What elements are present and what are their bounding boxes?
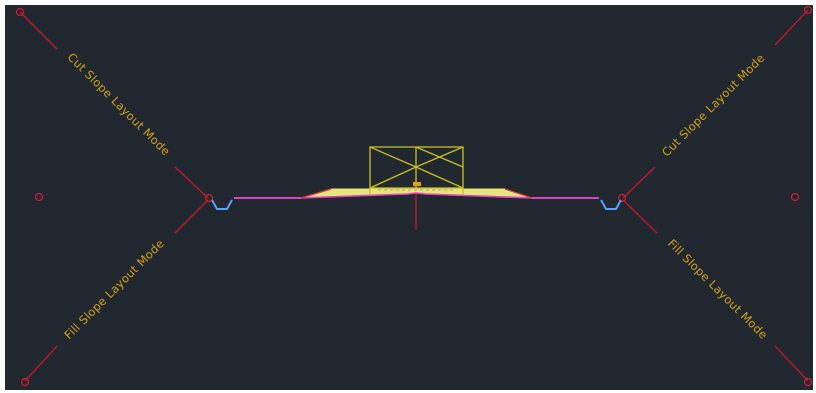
cut-slope-label-left: Cut Slope Layout Mode [65, 50, 173, 158]
median-frame [369, 146, 464, 195]
centerline-marker-icon [413, 182, 421, 186]
cross-section-drawing: Cut Slope Layout Mode Fill Slope Layout … [15, 5, 813, 387]
marker-set [15, 5, 813, 387]
cut-slope-label-right: Cut Slope Layout Mode [659, 51, 767, 159]
road-cross-section[interactable] [211, 146, 622, 210]
cut-guide-right-lower [622, 166, 656, 199]
fill-guide-left-upper [174, 199, 209, 234]
base-course-edge [300, 188, 533, 199]
fill-slope-label-right: Fill Slope Layout Mode [665, 236, 771, 342]
ditch-left [211, 199, 233, 210]
cut-guide-left-upper [19, 11, 58, 50]
ditch-right [600, 199, 622, 210]
circle-marker-icon[interactable] [790, 192, 800, 202]
grip-point-icon[interactable] [204, 193, 214, 203]
model-space-viewport[interactable]: Cut Slope Layout Mode Fill Slope Layout … [5, 5, 813, 390]
circle-marker-icon[interactable] [803, 5, 813, 15]
grip-point-icon[interactable] [617, 193, 627, 203]
cut-guide-right-upper [774, 9, 809, 46]
subgrade-line [300, 192, 533, 199]
circle-marker-icon[interactable] [20, 377, 30, 387]
fill-guide-right-lower [774, 345, 809, 382]
circle-marker-icon[interactable] [34, 192, 44, 202]
circle-marker-icon[interactable] [15, 7, 25, 17]
slope-guide-lines [19, 9, 809, 382]
fill-guide-left-lower [24, 345, 58, 382]
fill-guide-right-upper [622, 199, 658, 234]
circle-marker-icon[interactable] [803, 377, 813, 387]
fill-slope-label-left: Fill Slope Layout Mode [61, 236, 167, 342]
cut-guide-left-lower [174, 166, 209, 199]
